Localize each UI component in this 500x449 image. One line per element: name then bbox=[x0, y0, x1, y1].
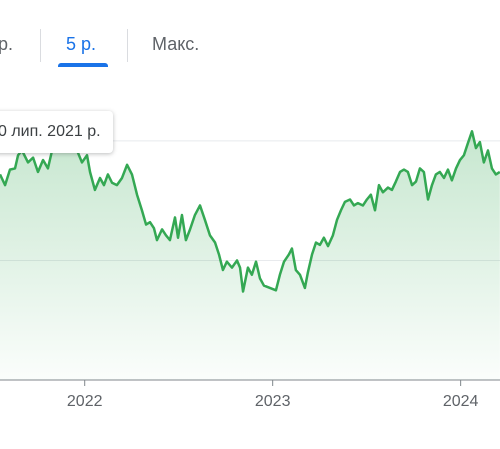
x-tick-label: 2024 bbox=[443, 393, 479, 410]
area-fill bbox=[0, 131, 500, 380]
tab-active[interactable]: 5 р. bbox=[66, 34, 97, 54]
tooltip: 0 лип. 2021 р. bbox=[0, 111, 113, 153]
tab-separator bbox=[40, 29, 41, 62]
x-tick-label: 2022 bbox=[67, 393, 103, 410]
price-line bbox=[0, 130, 500, 293]
x-tick-label: 2023 bbox=[255, 393, 291, 410]
tab[interactable]: Макс. bbox=[152, 34, 200, 54]
tab-indicator bbox=[58, 63, 108, 67]
tab-separator bbox=[127, 29, 128, 62]
tab[interactable]: р. bbox=[0, 34, 14, 54]
